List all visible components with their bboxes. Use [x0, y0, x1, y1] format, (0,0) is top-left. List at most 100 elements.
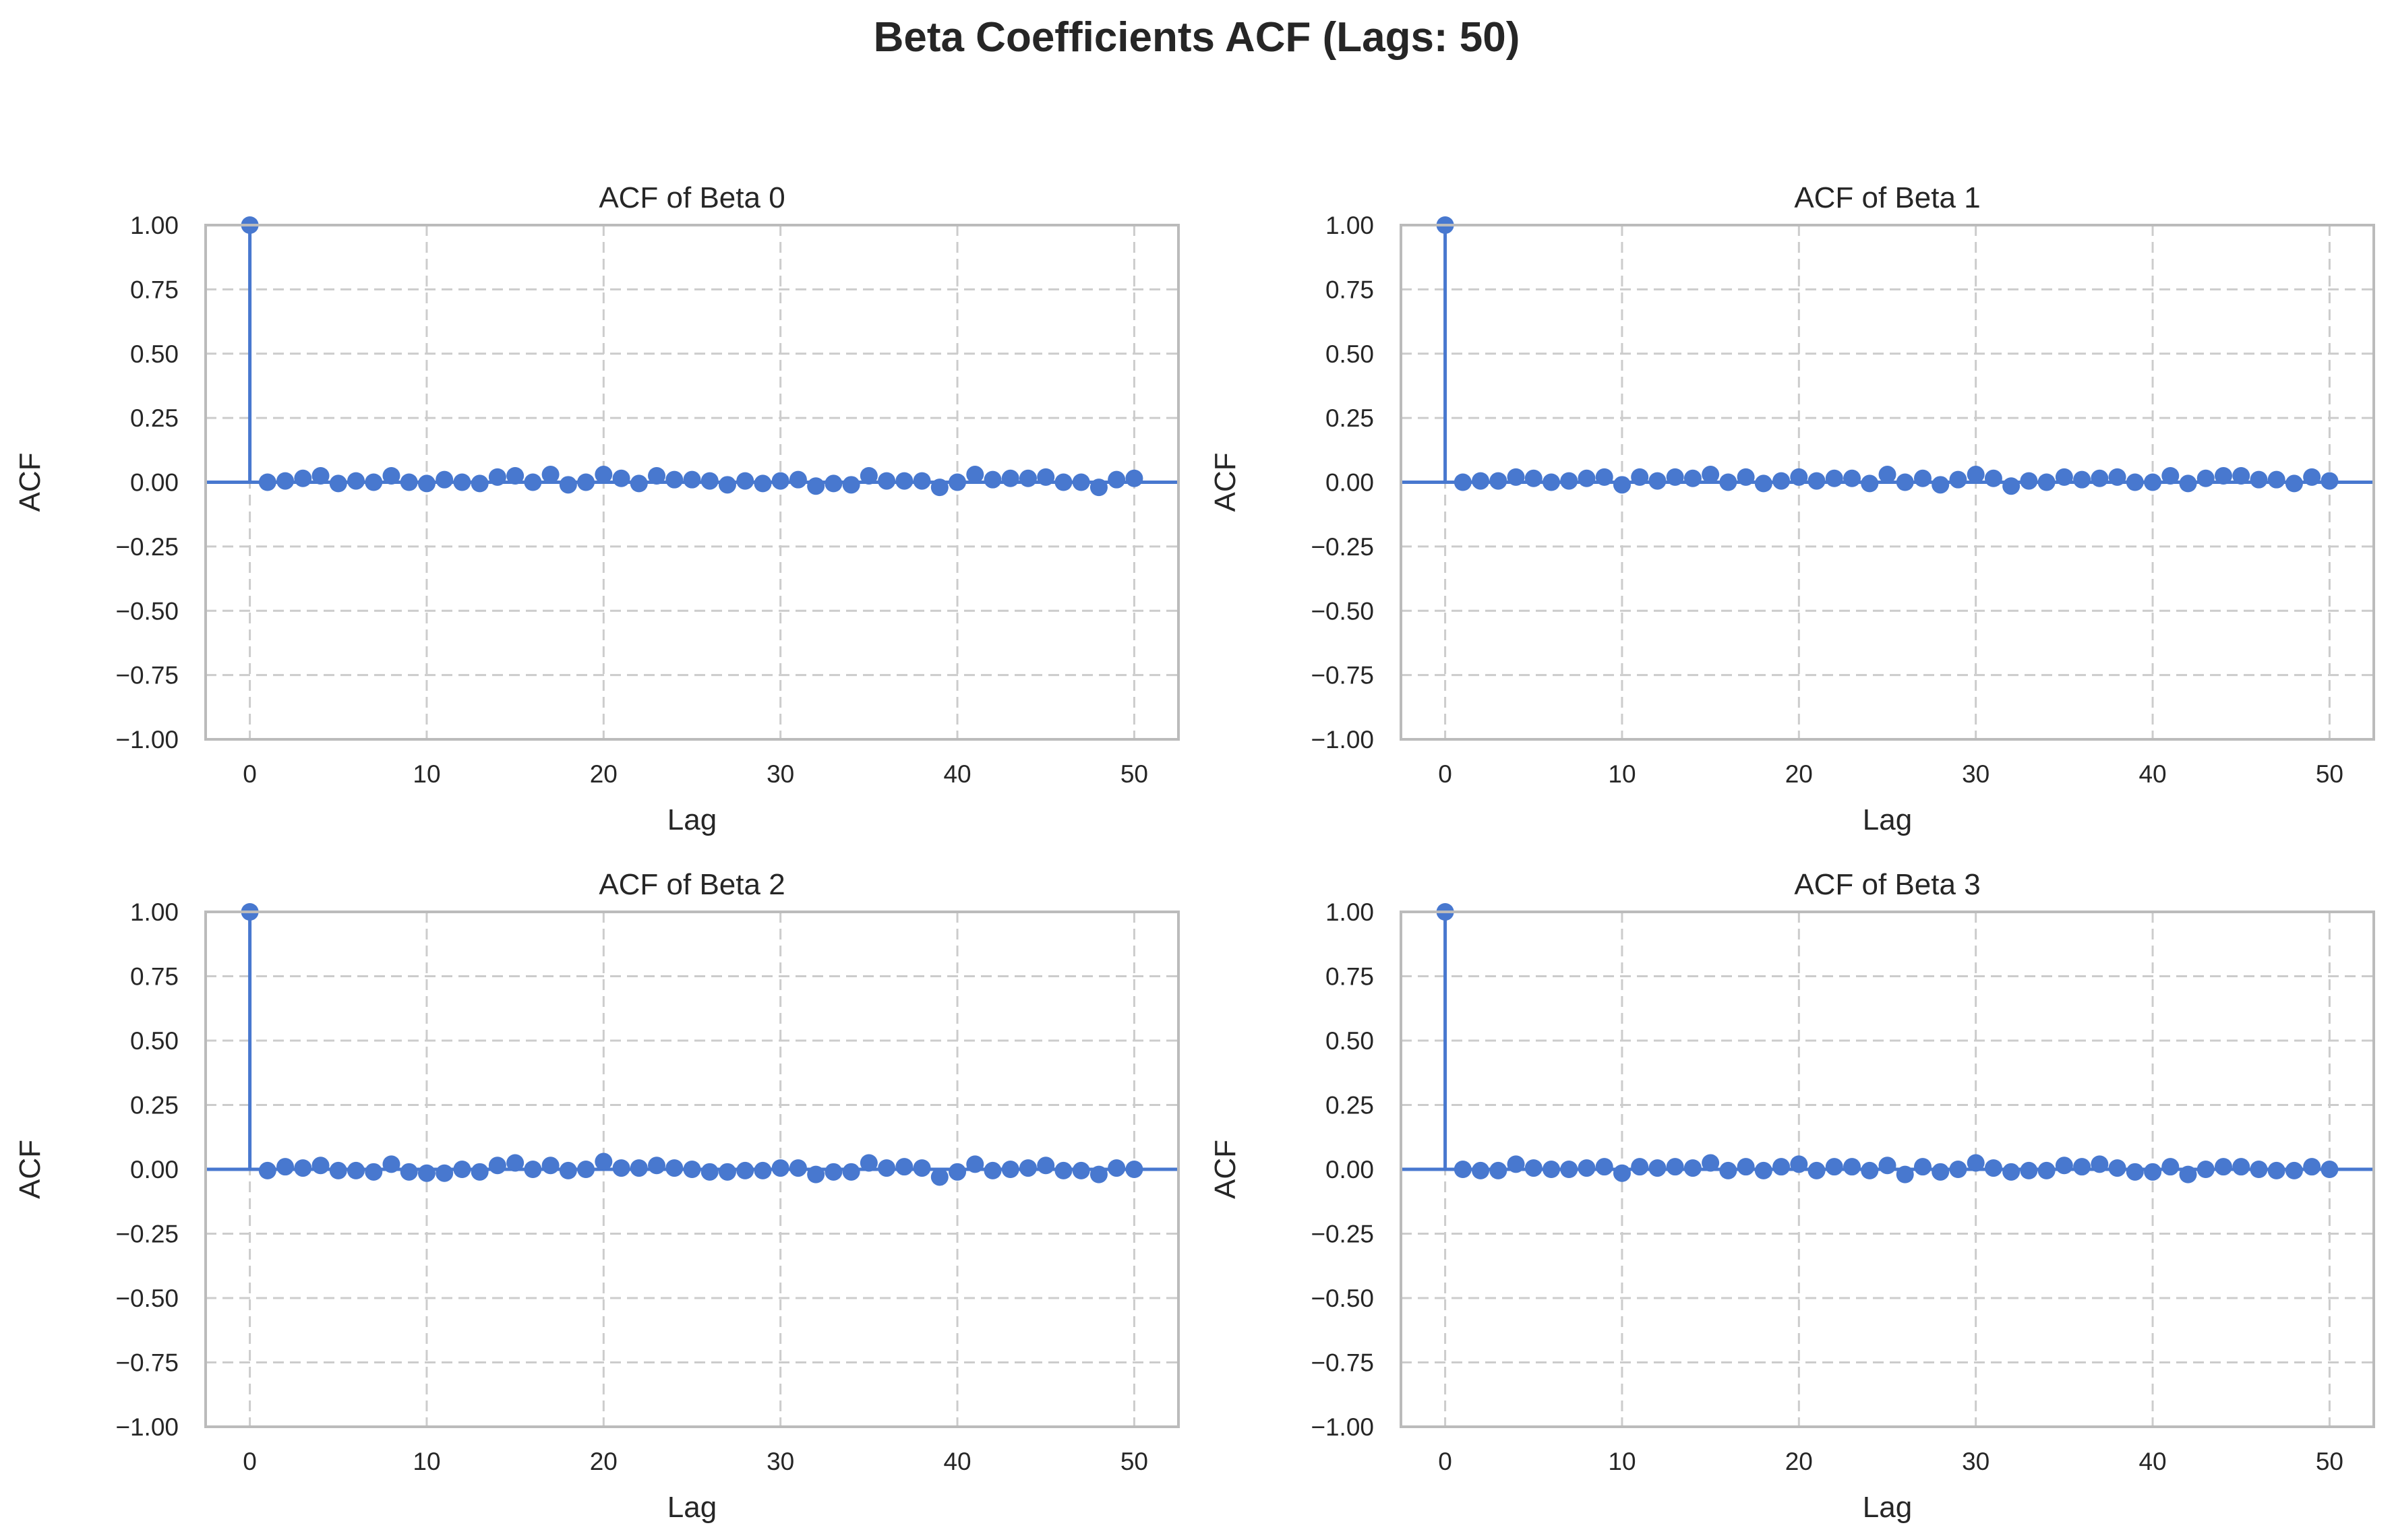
acf-marker — [949, 473, 967, 491]
acf-marker — [436, 1164, 454, 1182]
acf-marker — [1666, 468, 1684, 486]
y-axis-label: ACF — [1209, 1140, 1242, 1199]
acf-marker — [1790, 468, 1808, 486]
y-tick-label: 0.00 — [1325, 1156, 1374, 1183]
acf-marker — [630, 1159, 648, 1177]
acf-marker — [2303, 1158, 2321, 1176]
acf-marker — [754, 474, 772, 493]
acf-marker — [1683, 469, 1702, 487]
acf-marker — [488, 1157, 506, 1175]
y-tick-label: 0.75 — [1325, 963, 1374, 991]
acf-marker — [2232, 1158, 2250, 1176]
acf-marker — [683, 1161, 701, 1178]
acf-marker — [807, 1165, 825, 1183]
acf-marker — [2037, 1161, 2056, 1179]
acf-marker — [1861, 474, 1879, 493]
panel-title: ACF of Beta 3 — [1794, 868, 1980, 901]
y-tick-label: 0.25 — [1325, 404, 1374, 432]
acf-marker — [2321, 1161, 2339, 1178]
acf-marker — [913, 472, 931, 490]
acf-marker — [1072, 473, 1090, 491]
acf-marker — [842, 1163, 860, 1181]
x-tick-label: 0 — [1438, 1448, 1452, 1475]
y-tick-label: 1.00 — [130, 898, 179, 926]
acf-marker — [417, 474, 436, 493]
x-tick-label: 50 — [2316, 1448, 2343, 1475]
acf-marker — [2091, 1155, 2109, 1173]
acf-marker — [1595, 1158, 1613, 1176]
acf-marker — [700, 472, 719, 490]
y-tick-label: −0.50 — [115, 597, 179, 625]
acf-marker — [436, 470, 454, 489]
acf-marker — [365, 473, 383, 491]
acf-marker — [1507, 468, 1525, 486]
acf-marker — [276, 472, 295, 490]
acf-marker — [665, 470, 684, 489]
acf-marker — [1967, 466, 1985, 484]
y-tick-label: −0.25 — [115, 533, 179, 561]
acf-marker — [1524, 469, 1543, 487]
acf-marker — [2126, 1163, 2144, 1181]
acf-marker — [1019, 469, 1037, 487]
acf-marker — [2073, 1158, 2091, 1176]
acf-marker — [294, 1159, 312, 1177]
y-tick-label: −0.75 — [115, 1349, 179, 1377]
acf-marker — [2267, 470, 2285, 489]
axes-frame — [1400, 911, 2375, 1428]
y-tick-label: −0.50 — [1311, 597, 1374, 625]
x-tick-label: 0 — [243, 760, 257, 788]
acf-marker — [2055, 1157, 2073, 1175]
panel-title: ACF of Beta 1 — [1794, 181, 1980, 214]
acf-marker — [1578, 1159, 1596, 1177]
acf-panel-3: 0 10 20 30 40 50 −1.00 −0.75 −0.50 −0.25 0.00 0.25 0… — [1209, 868, 2375, 1524]
acf-marker — [612, 1159, 630, 1177]
acf-marker — [1896, 473, 1914, 491]
y-tick-label: 1.00 — [1325, 898, 1374, 926]
acf-marker — [630, 474, 648, 493]
acf-marker — [842, 476, 860, 494]
y-tick-label: −0.25 — [115, 1221, 179, 1248]
acf-marker — [718, 1163, 736, 1181]
acf-marker — [2144, 473, 2162, 491]
acf-marker — [949, 1163, 967, 1181]
acf-marker — [1896, 1165, 1914, 1183]
y-tick-label: −1.00 — [1311, 1413, 1374, 1441]
acf-marker — [1543, 1161, 1561, 1178]
acf-marker — [789, 1159, 807, 1177]
acf-marker — [2144, 1163, 2162, 1181]
acf-marker — [2285, 474, 2303, 493]
acf-marker — [2020, 1161, 2038, 1179]
x-tick-label: 30 — [767, 1448, 794, 1475]
acf-marker — [1932, 1163, 1950, 1181]
x-tick-label: 10 — [1608, 760, 1636, 788]
acf-marker — [2214, 1158, 2232, 1176]
x-tick-label: 10 — [413, 1448, 440, 1475]
acf-marker — [1489, 1161, 1507, 1179]
acf-marker — [789, 470, 807, 489]
acf-marker — [2232, 466, 2250, 485]
x-axis-label: Lag — [1863, 803, 1912, 836]
acf-marker — [1037, 1157, 1055, 1175]
acf-marker — [2108, 1159, 2126, 1177]
x-tick-label: 0 — [1438, 760, 1452, 788]
acf-marker — [1472, 472, 1490, 490]
acf-marker — [966, 1155, 984, 1173]
acf-marker — [683, 470, 701, 489]
y-tick-label: 1.00 — [1325, 212, 1374, 239]
acf-marker — [1125, 469, 1143, 487]
acf-marker — [1807, 472, 1826, 490]
acf-marker — [471, 474, 489, 493]
acf-marker — [878, 472, 896, 490]
acf-marker — [2214, 466, 2232, 485]
acf-marker — [382, 1155, 400, 1173]
acf-marker — [506, 466, 525, 485]
figure-title: Beta Coefficients ACF (Lags: 50) — [874, 14, 1520, 61]
acf-marker — [700, 1163, 719, 1181]
y-tick-label: −1.00 — [115, 726, 179, 753]
acf-marker — [2002, 477, 2021, 495]
acf-marker — [453, 473, 471, 491]
acf-marker — [1737, 468, 1755, 486]
acf-marker — [1108, 470, 1126, 489]
acf-marker — [1595, 468, 1613, 486]
